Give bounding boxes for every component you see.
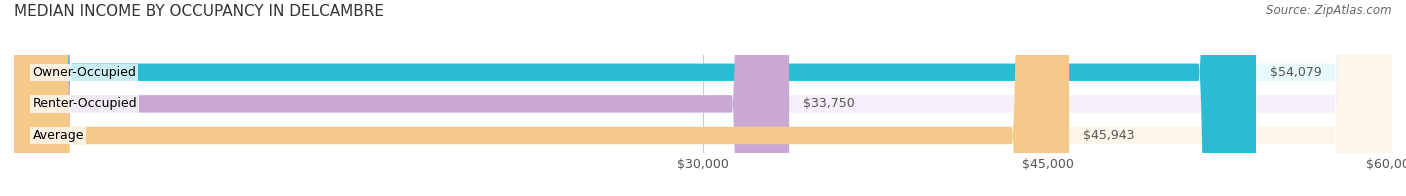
FancyBboxPatch shape <box>14 0 1392 196</box>
Text: Owner-Occupied: Owner-Occupied <box>32 66 136 79</box>
FancyBboxPatch shape <box>14 0 1392 196</box>
FancyBboxPatch shape <box>14 0 789 196</box>
FancyBboxPatch shape <box>14 0 1069 196</box>
Text: MEDIAN INCOME BY OCCUPANCY IN DELCAMBRE: MEDIAN INCOME BY OCCUPANCY IN DELCAMBRE <box>14 4 384 19</box>
Text: Renter-Occupied: Renter-Occupied <box>32 97 136 110</box>
Text: Average: Average <box>32 129 84 142</box>
FancyBboxPatch shape <box>14 0 1256 196</box>
Text: $45,943: $45,943 <box>1083 129 1135 142</box>
Text: $33,750: $33,750 <box>803 97 855 110</box>
FancyBboxPatch shape <box>14 0 1392 196</box>
Text: $54,079: $54,079 <box>1270 66 1322 79</box>
Text: Source: ZipAtlas.com: Source: ZipAtlas.com <box>1267 4 1392 17</box>
